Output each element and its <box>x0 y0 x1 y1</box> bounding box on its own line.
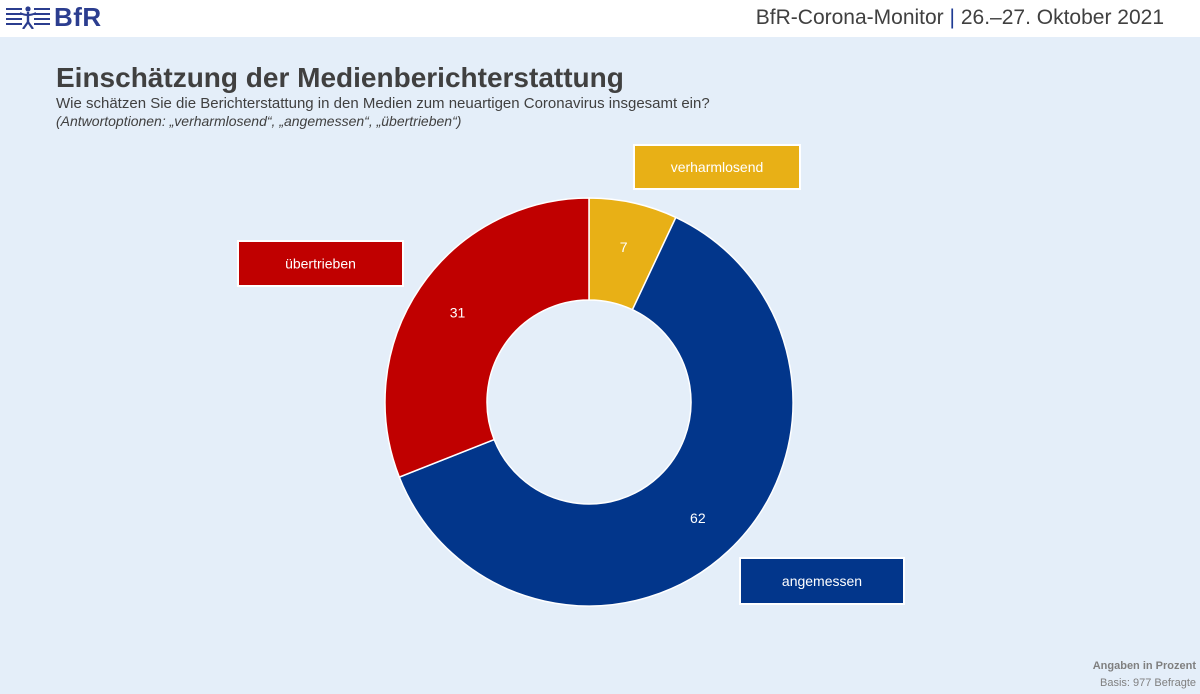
header-title: BfR-Corona-Monitor | 26.–27. Oktober 202… <box>756 6 1164 30</box>
callout-label-verharmlosend: verharmlosend <box>671 159 764 175</box>
value-label-verharmlosend: 7 <box>620 239 628 255</box>
base-note: Basis: 977 Befragte <box>1099 677 1196 689</box>
page-title: Einschätzung der Medienberichterstattung <box>56 62 624 93</box>
survey-question: Wie schätzen Sie die Berichterstattung i… <box>56 95 710 112</box>
callout-box-angemessen <box>739 557 905 605</box>
unit-note: Angaben in Prozent <box>1092 660 1196 672</box>
slice-ubertrieben <box>384 197 590 479</box>
answer-options-note: (Antwortoptionen: „verharmlosend“, „ange… <box>56 113 462 129</box>
logo-text: BfR <box>54 2 102 32</box>
slice-angemessen <box>398 216 794 607</box>
callout-box-ubertrieben <box>237 240 404 287</box>
bfr-logo: BfR <box>6 3 102 31</box>
header-separator: | <box>949 6 955 29</box>
callout-box-verharmlosend <box>633 144 801 190</box>
value-label-angemessen: 62 <box>690 510 706 526</box>
header-title-left: BfR-Corona-Monitor <box>755 6 944 29</box>
callout-label-angemessen: angemessen <box>782 573 862 589</box>
top-bar: BfR BfR-Corona-Monitor | 26.–27. Oktober… <box>0 0 1200 37</box>
bfr-logo-icon <box>6 6 50 29</box>
callout-label-ubertrieben: übertrieben <box>285 256 356 272</box>
value-label-ubertrieben: 31 <box>450 305 466 321</box>
header-title-right: 26.–27. Oktober 2021 <box>960 6 1164 29</box>
